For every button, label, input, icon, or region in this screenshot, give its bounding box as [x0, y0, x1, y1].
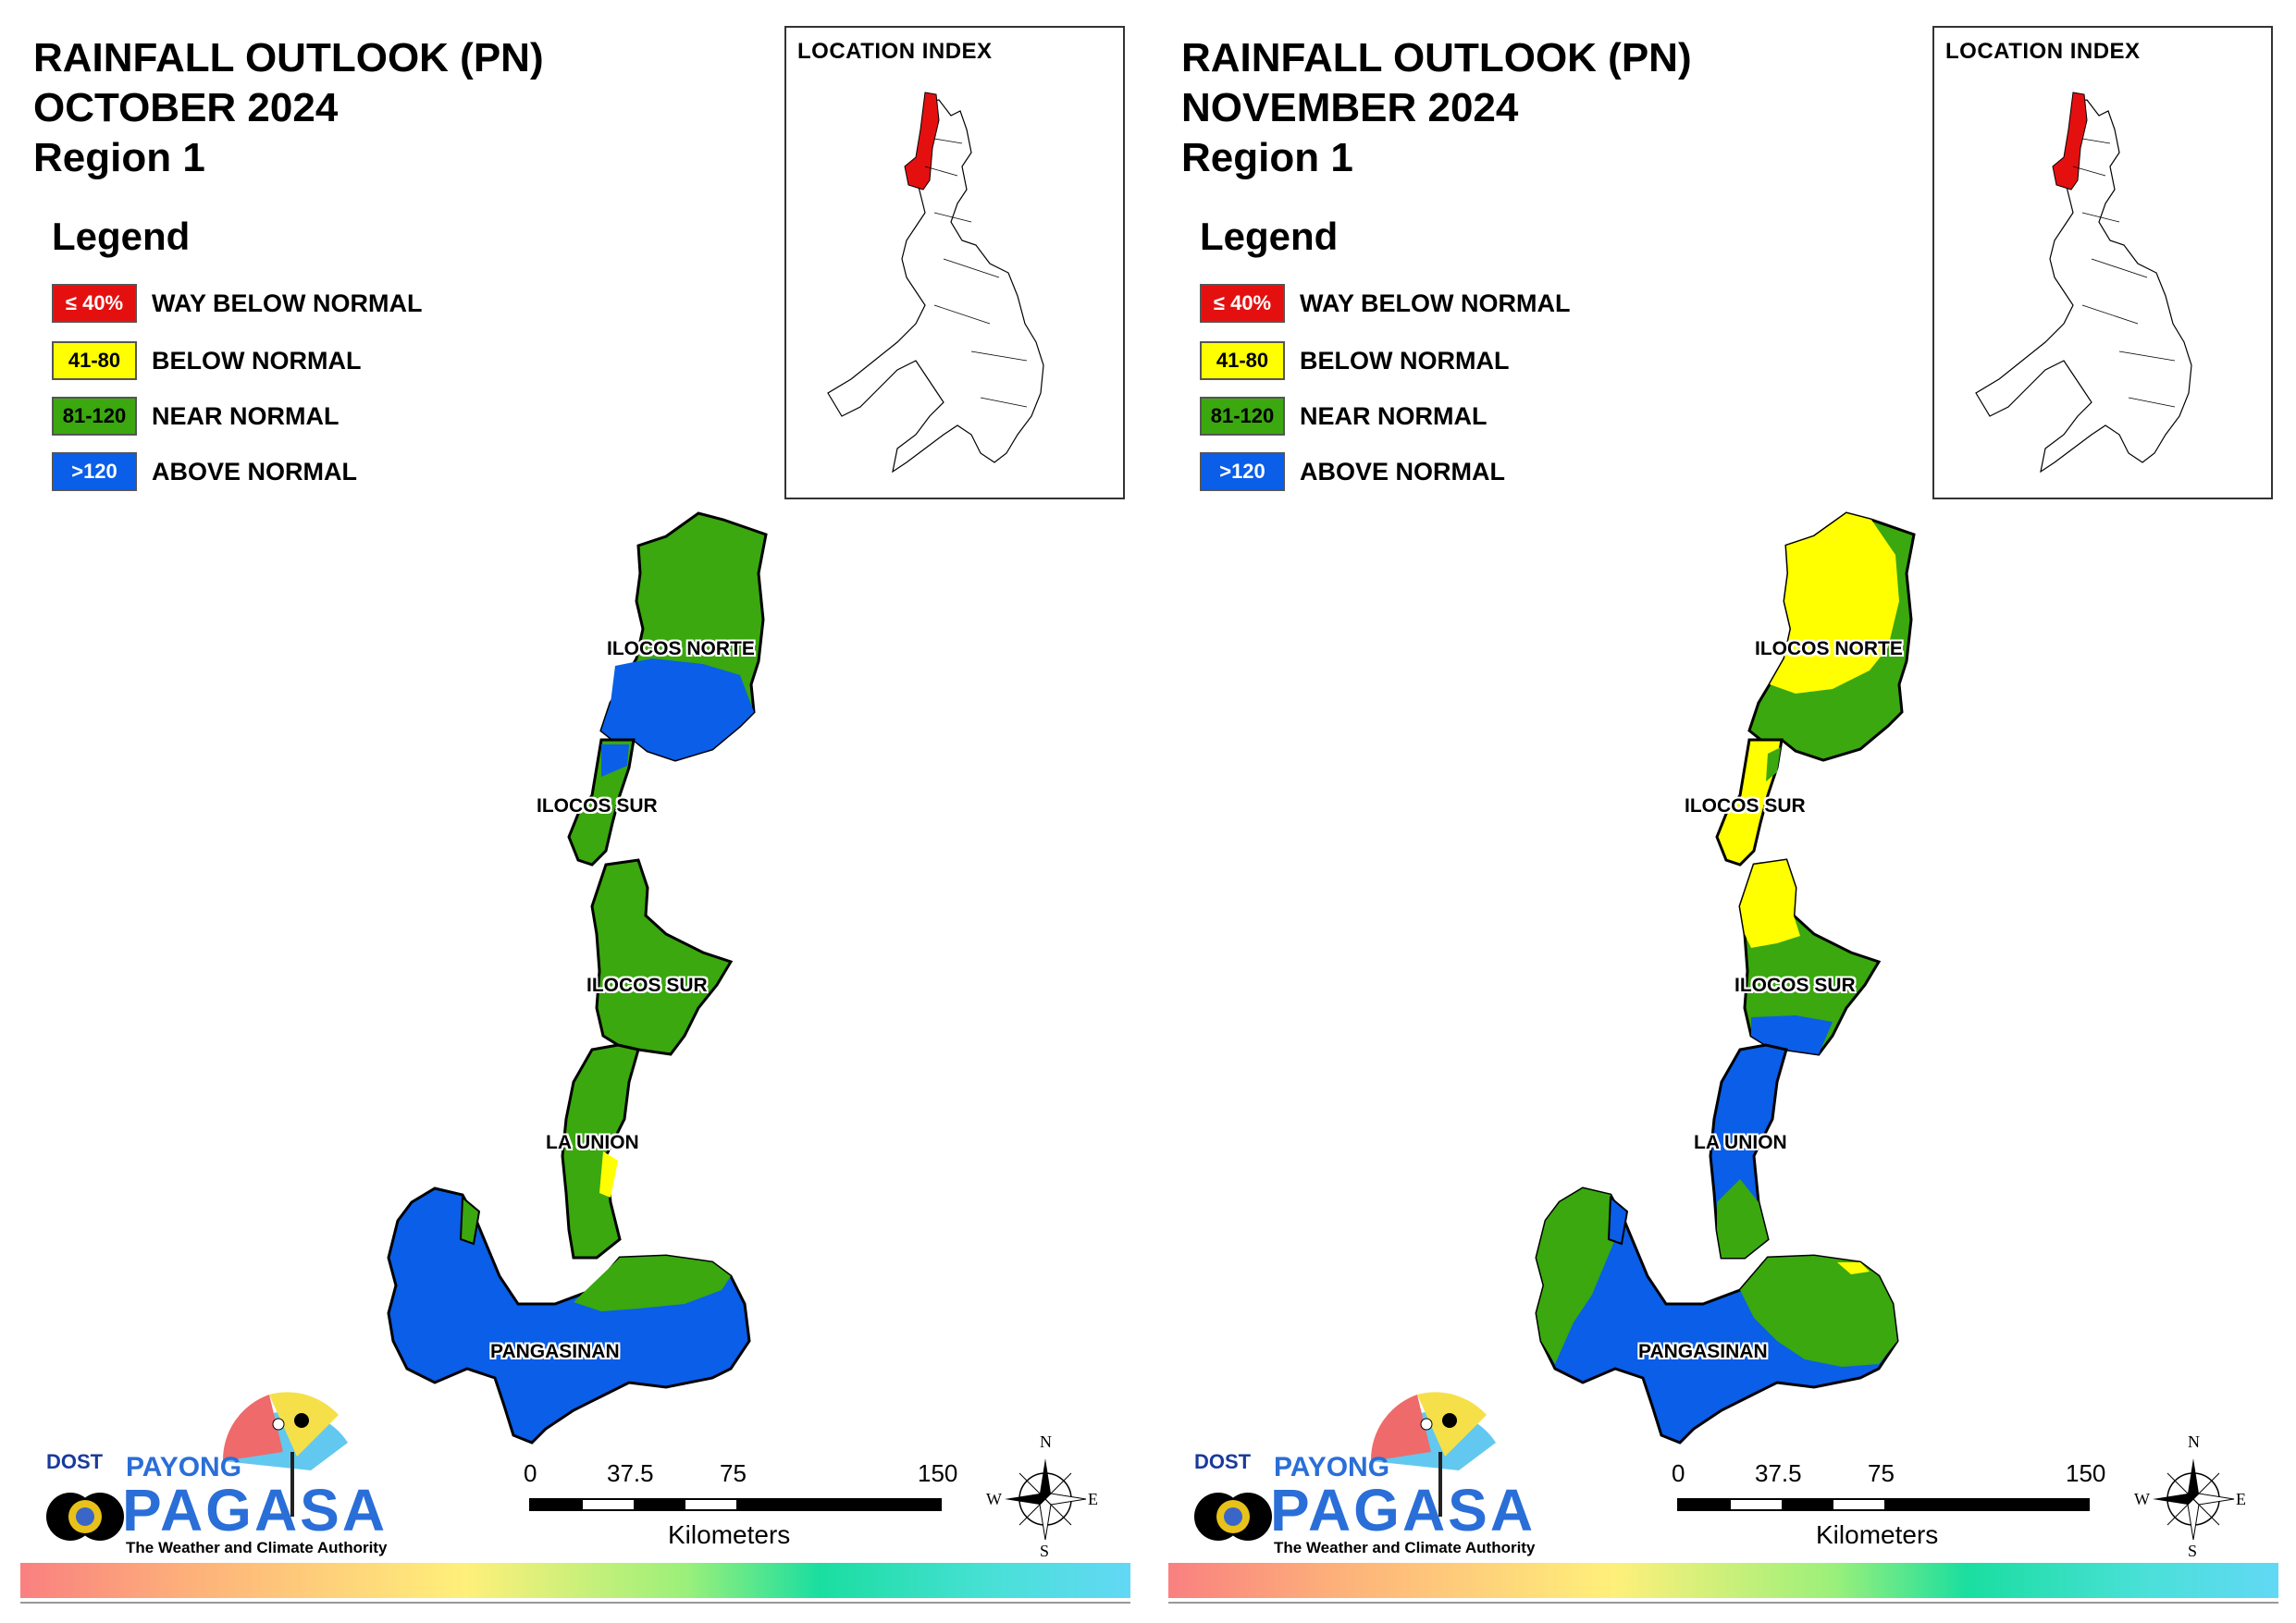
- logo-dost: DOST: [46, 1450, 104, 1473]
- compass-n: N: [2188, 1432, 2200, 1451]
- legend-title: Legend: [52, 215, 191, 258]
- compass-s: S: [2188, 1542, 2198, 1560]
- ilocos-sur-lower-province: [590, 858, 734, 1056]
- map-title: RAINFALL OUTLOOK (PN) NOVEMBER 2024 Regi…: [1181, 33, 1692, 183]
- legend-item-below-normal: 41-80 BELOW NORMAL: [52, 340, 361, 381]
- province-label: ILOCOS SUR: [1734, 975, 1856, 996]
- location-index-inset: LOCATION INDEX: [1932, 26, 2273, 499]
- logo-tagline: The Weather and Climate Authority: [1274, 1539, 1536, 1556]
- province-label: ILOCOS SUR: [586, 975, 708, 996]
- compass-w: W: [986, 1490, 1002, 1508]
- pangasinan-province: [387, 1187, 751, 1445]
- la-union-province: [561, 1043, 640, 1260]
- scale-tick: 75: [720, 1459, 747, 1487]
- map-title: RAINFALL OUTLOOK (PN) OCTOBER 2024 Regio…: [33, 33, 544, 183]
- outlook-panel-november: RAINFALL OUTLOOK (PN) NOVEMBER 2024 Regi…: [1148, 0, 2296, 1623]
- province-label: ILOCOS NORTE: [607, 638, 755, 659]
- legend-swatch: 81-120: [52, 397, 137, 436]
- footer-divider: [20, 1602, 1130, 1604]
- compass-s: S: [1040, 1542, 1050, 1560]
- logo-tagline: The Weather and Climate Authority: [126, 1539, 388, 1556]
- legend-label: NEAR NORMAL: [1300, 401, 1487, 430]
- scale-unit: Kilometers: [668, 1520, 791, 1549]
- legend-item-above-normal: >120 ABOVE NORMAL: [1200, 451, 1505, 492]
- title-line-1: RAINFALL OUTLOOK (PN): [33, 35, 544, 80]
- inset-title: LOCATION INDEX: [797, 39, 993, 64]
- legend-swatch: 81-120: [1200, 397, 1285, 436]
- legend-label: WAY BELOW NORMAL: [152, 289, 423, 317]
- title-line-1: RAINFALL OUTLOOK (PN): [1181, 35, 1692, 80]
- legend-item-above-normal: >120 ABOVE NORMAL: [52, 451, 357, 492]
- philippines-outline-map: [827, 92, 1044, 473]
- compass-e: E: [2236, 1490, 2246, 1508]
- province-label: PANGASINAN: [1638, 1341, 1768, 1362]
- region1-rainfall-map: [1535, 511, 1916, 1445]
- legend-swatch: >120: [52, 452, 137, 491]
- outlook-panel-october: RAINFALL OUTLOOK (PN) OCTOBER 2024 Regio…: [20, 26, 1130, 1604]
- compass-rose-icon: N E S W: [2134, 1432, 2249, 1560]
- compass-rose-icon: N E S W: [986, 1432, 1101, 1560]
- province-label: LA UNION: [546, 1132, 639, 1153]
- province-label: ILOCOS SUR: [1685, 795, 1806, 817]
- title-line-3: Region 1: [33, 135, 205, 180]
- compass-e: E: [1088, 1490, 1098, 1508]
- location-index-inset: LOCATION INDEX: [784, 26, 1125, 499]
- scale-tick: 150: [918, 1459, 958, 1487]
- scale-tick: 0: [1672, 1459, 1685, 1487]
- legend-item-below-normal: 41-80 BELOW NORMAL: [1200, 340, 1509, 381]
- scale-bar: 0 37.5 75 150 Kilometers: [524, 1459, 957, 1549]
- footer-divider: [1168, 1602, 2278, 1604]
- logo-dost: DOST: [1194, 1450, 1252, 1473]
- legend-label: ABOVE NORMAL: [152, 457, 357, 486]
- payong-pagasa-logo: DOST PAYONG PAGASA The Weather and Clima…: [33, 1387, 403, 1572]
- province-label: PANGASINAN: [490, 1341, 620, 1362]
- scale-tick: 75: [1868, 1459, 1895, 1487]
- legend-item-near-normal: 81-120 NEAR NORMAL: [52, 396, 339, 436]
- payong-pagasa-logo: DOST PAYONG PAGASA The Weather and Clima…: [1181, 1387, 1551, 1572]
- inset-title: LOCATION INDEX: [1945, 39, 2141, 64]
- logo-payong: PAYONG: [126, 1452, 242, 1482]
- legend-swatch: ≤ 40%: [52, 284, 137, 323]
- legend-label: ABOVE NORMAL: [1300, 457, 1505, 486]
- legend-item-way-below-normal: ≤ 40% WAY BELOW NORMAL: [52, 283, 423, 324]
- footer-gradient-bar: [20, 1563, 1130, 1598]
- scale-tick: 37.5: [1755, 1459, 1802, 1487]
- title-line-3: Region 1: [1181, 135, 1353, 180]
- compass-n: N: [1040, 1432, 1052, 1451]
- scale-tick: 0: [524, 1459, 537, 1487]
- legend-item-way-below-normal: ≤ 40% WAY BELOW NORMAL: [1200, 283, 1571, 324]
- logo-pagasa: PAGASA: [1270, 1477, 1537, 1543]
- scale-track: [1677, 1498, 2090, 1511]
- scale-unit: Kilometers: [1816, 1520, 1939, 1549]
- legend-label: NEAR NORMAL: [152, 401, 339, 430]
- legend-item-near-normal: 81-120 NEAR NORMAL: [1200, 396, 1487, 436]
- legend-label: BELOW NORMAL: [152, 346, 362, 375]
- legend-swatch: 41-80: [1200, 341, 1285, 380]
- legend-label: BELOW NORMAL: [1300, 346, 1510, 375]
- region1-rainfall-map: [387, 511, 768, 1445]
- province-label: LA UNION: [1694, 1132, 1787, 1153]
- legend-swatch: ≤ 40%: [1200, 284, 1285, 323]
- logo-payong: PAYONG: [1274, 1452, 1390, 1482]
- scale-bar: 0 37.5 75 150 Kilometers: [1672, 1459, 2105, 1549]
- title-line-2: NOVEMBER 2024: [1181, 85, 1519, 130]
- legend-label: WAY BELOW NORMAL: [1300, 289, 1571, 317]
- footer-gradient-bar: [1168, 1563, 2278, 1598]
- legend-swatch: 41-80: [52, 341, 137, 380]
- philippines-outline-map: [1975, 92, 2192, 473]
- logo-pagasa: PAGASA: [122, 1477, 389, 1543]
- title-line-2: OCTOBER 2024: [33, 85, 339, 130]
- legend-swatch: >120: [1200, 452, 1285, 491]
- compass-w: W: [2134, 1490, 2150, 1508]
- scale-tick: 37.5: [607, 1459, 654, 1487]
- ilocos-sur-upper-province: [567, 738, 636, 867]
- legend-title: Legend: [1200, 215, 1339, 258]
- scale-tick: 150: [2066, 1459, 2106, 1487]
- scale-track: [529, 1498, 942, 1511]
- province-label: ILOCOS SUR: [537, 795, 658, 817]
- province-label: ILOCOS NORTE: [1755, 638, 1903, 659]
